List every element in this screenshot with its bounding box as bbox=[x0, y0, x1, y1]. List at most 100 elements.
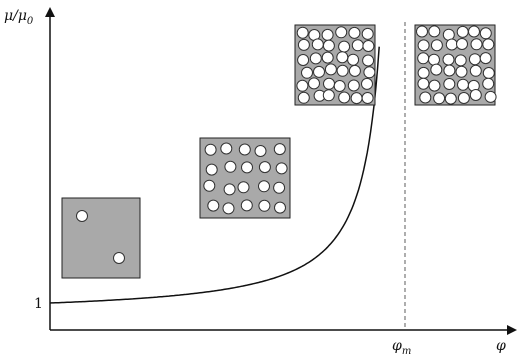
x-marker-sub: m bbox=[402, 346, 411, 357]
particle bbox=[205, 144, 216, 155]
particle bbox=[114, 253, 125, 264]
particle bbox=[297, 80, 308, 91]
particle bbox=[322, 29, 333, 40]
particle bbox=[471, 39, 482, 50]
particle bbox=[312, 39, 323, 50]
particle bbox=[238, 182, 249, 193]
particle bbox=[348, 80, 359, 91]
particle bbox=[418, 67, 429, 78]
particle bbox=[458, 79, 469, 90]
particle bbox=[204, 180, 215, 191]
particle bbox=[455, 55, 466, 66]
particle bbox=[259, 200, 270, 211]
particle bbox=[223, 203, 234, 214]
particle bbox=[429, 26, 440, 37]
particle bbox=[480, 28, 491, 39]
particle bbox=[483, 39, 494, 50]
particle bbox=[363, 55, 374, 66]
particle bbox=[364, 67, 375, 78]
particle bbox=[259, 181, 270, 192]
particle bbox=[445, 93, 456, 104]
particle bbox=[417, 26, 428, 37]
particle bbox=[456, 66, 467, 77]
particle bbox=[431, 40, 442, 51]
particle bbox=[444, 65, 455, 76]
particle bbox=[443, 29, 454, 40]
particle bbox=[275, 202, 286, 213]
particle bbox=[418, 78, 429, 89]
particle bbox=[274, 182, 285, 193]
particle bbox=[334, 81, 345, 92]
particle bbox=[324, 78, 335, 89]
particle bbox=[325, 64, 336, 75]
y-tick-label: 1 bbox=[34, 296, 43, 312]
y-label-sub: 0 bbox=[27, 16, 34, 27]
particle bbox=[77, 211, 88, 222]
particle bbox=[362, 28, 373, 39]
particle bbox=[276, 163, 287, 174]
particle bbox=[302, 67, 313, 78]
particle bbox=[351, 93, 362, 104]
particle bbox=[469, 54, 480, 65]
particle bbox=[352, 40, 363, 51]
particle bbox=[348, 54, 359, 65]
particle bbox=[298, 39, 309, 50]
particle bbox=[225, 161, 236, 172]
particle bbox=[242, 162, 253, 173]
particle bbox=[470, 90, 481, 101]
particle bbox=[310, 53, 321, 64]
particle bbox=[206, 164, 217, 175]
particle bbox=[322, 52, 333, 63]
particle bbox=[314, 66, 325, 77]
particle bbox=[224, 184, 235, 195]
particle bbox=[274, 144, 285, 155]
particle bbox=[323, 40, 334, 51]
particle bbox=[420, 92, 431, 103]
particle bbox=[480, 53, 491, 64]
particle bbox=[470, 65, 481, 76]
particle bbox=[483, 68, 494, 79]
x-marker-label: φm bbox=[392, 338, 411, 357]
particle bbox=[339, 92, 350, 103]
particle bbox=[298, 55, 309, 66]
particle bbox=[259, 162, 270, 173]
particle bbox=[446, 39, 457, 50]
particle bbox=[418, 40, 429, 51]
x-axis-label: φ bbox=[496, 338, 506, 354]
particle bbox=[309, 78, 320, 89]
particle bbox=[457, 26, 468, 37]
particle bbox=[362, 78, 373, 89]
particle bbox=[457, 39, 468, 50]
sample-box bbox=[62, 198, 140, 278]
particle bbox=[221, 143, 232, 154]
particle bbox=[434, 93, 445, 104]
particle bbox=[485, 91, 496, 102]
particle bbox=[469, 26, 480, 37]
particle bbox=[239, 144, 250, 155]
particle bbox=[323, 90, 334, 101]
particle bbox=[418, 53, 429, 64]
particle bbox=[241, 200, 252, 211]
particle bbox=[208, 200, 219, 211]
particle bbox=[362, 93, 373, 104]
particle bbox=[337, 65, 348, 76]
particle bbox=[349, 65, 360, 76]
particle bbox=[444, 79, 455, 90]
diagram: μ/μ0 1 φm φ bbox=[0, 0, 519, 357]
x-marker-main: φ bbox=[392, 338, 402, 354]
particle bbox=[363, 41, 374, 52]
y-label-main: μ/μ bbox=[4, 8, 27, 24]
particle bbox=[336, 27, 347, 38]
particle bbox=[431, 64, 442, 75]
particle bbox=[443, 54, 454, 65]
particle bbox=[349, 27, 360, 38]
particle bbox=[298, 92, 309, 103]
particle bbox=[483, 78, 494, 89]
particle bbox=[255, 146, 266, 157]
particle bbox=[429, 54, 440, 65]
particle bbox=[429, 80, 440, 91]
y-axis-label: μ/μ0 bbox=[4, 8, 34, 27]
particle bbox=[339, 41, 350, 52]
particle bbox=[458, 93, 469, 104]
particle bbox=[297, 27, 308, 38]
